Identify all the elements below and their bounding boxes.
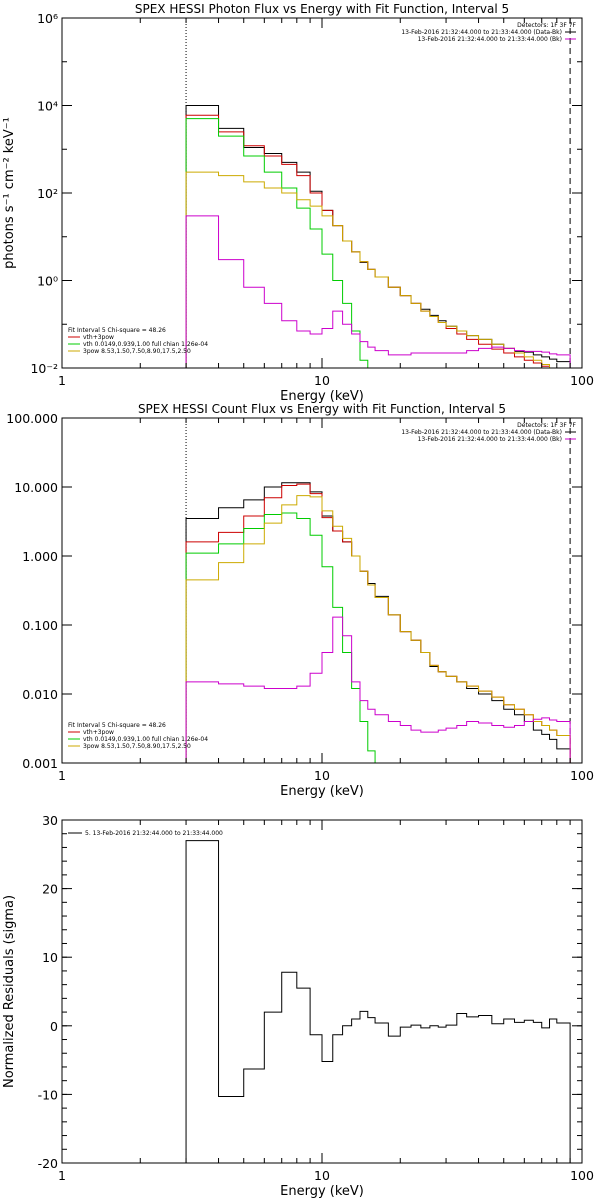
x-tick-label: 10 [314, 768, 330, 783]
series-3pow [185, 495, 571, 763]
legend-fit-entry: vth+3pow [83, 729, 114, 736]
legend-fit-header: Fit Interval 5 Chi-square = 48.26 [68, 327, 166, 334]
y-tick-label: -10 [38, 1087, 58, 1102]
chart-panel-3: 1 10 100 Energy (keV) -20 -10 0 10 20 30 Normalize… [2, 813, 594, 1199]
x-tick-label: 100 [570, 1168, 594, 1183]
y-tick-label: 30 [42, 813, 58, 828]
y-tick-label: 0.010 [22, 687, 58, 702]
y-tick-label: 0.100 [22, 618, 58, 633]
y-tick-label: -20 [38, 1156, 58, 1171]
legend-top-entry: 13-Feb-2016 21:32:44.000 to 21:33:44.000… [418, 36, 562, 43]
legend-top-entry: 13-Feb-2016 21:32:44.000 to 21:33:44.000… [401, 29, 562, 36]
axes-frame [61, 417, 583, 764]
legend-detectors: Detectors: 1F 3F 7F [517, 22, 576, 29]
legend-fit-entry: 3pow 8.53,1.50,7.50,8.90,17.5,2.50 [83, 348, 191, 355]
series-residuals [185, 840, 571, 1163]
x-tick-label: 10 [314, 373, 330, 388]
x-tick-label: 10 [314, 1168, 330, 1183]
y-tick-label: 10.000 [14, 480, 58, 495]
y-tick-label: 10⁴ [37, 99, 58, 114]
series-3pow [185, 171, 558, 368]
legend-top-entry: 13-Feb-2016 21:32:44.000 to 21:33:44.000… [401, 429, 562, 436]
chart-panel-1: SPEX HESSI Photon Flux vs Energy with Fi… [2, 2, 594, 404]
legend-fit-entry: vth+3pow [83, 334, 114, 341]
series-group [185, 840, 571, 1163]
legend-fit-header: Fit Interval 5 Chi-square = 48.26 [68, 722, 166, 729]
x-axis-label: Energy (keV) [280, 784, 364, 799]
series-vth [185, 512, 376, 763]
y-tick-label: 10² [37, 186, 58, 201]
y-tick-label: 10⁻² [30, 361, 58, 376]
series-group [185, 482, 571, 763]
chart-title: SPEX HESSI Photon Flux vs Energy with Fi… [135, 2, 509, 16]
chart-panel-2: SPEX HESSI Count Flux vs Energy with Fit… [6, 402, 594, 799]
y-axis-label: photons s⁻¹ cm⁻² keV⁻¹ [2, 117, 17, 269]
x-tick-label: 100 [570, 768, 594, 783]
legend-detectors: Detectors: 1F 3F 7F [517, 422, 576, 429]
y-tick-label: 1.000 [22, 549, 58, 564]
chart-title: SPEX HESSI Count Flux vs Energy with Fit… [138, 402, 506, 416]
y-tick-label: 10 [42, 950, 58, 965]
x-tick-label: 1 [58, 373, 66, 388]
legend-fit-entry: 3pow 8.53,1.50,7.50,8.90,17.5,2.50 [83, 743, 191, 750]
y-tick-label: 0 [50, 1019, 58, 1034]
y-tick-label: 0.001 [22, 756, 58, 771]
x-tick-label: 100 [570, 373, 594, 388]
x-tick-label: 1 [58, 1168, 66, 1183]
legend-top-entry: 5. 13-Feb-2016 21:32:44.000 to 21:33:44.… [85, 830, 223, 837]
x-axis-label: Energy (keV) [280, 1184, 364, 1199]
legend-top-entry: 13-Feb-2016 21:32:44.000 to 21:33:44.000… [418, 436, 562, 443]
y-tick-label: 20 [42, 882, 58, 897]
y-axis-label: Normalized Residuals (sigma) [2, 895, 17, 1088]
legend-fit-entry: vth 0.0149,0.939,1.00 full chian 1.26e-0… [83, 736, 208, 743]
x-axis-label: Energy (keV) [280, 389, 364, 404]
y-tick-label: 10⁰ [37, 274, 58, 289]
y-tick-label: 10⁶ [37, 11, 58, 26]
series-bk [185, 215, 571, 368]
series-bk [185, 616, 571, 763]
x-tick-label: 1 [58, 768, 66, 783]
axes-frame [61, 819, 583, 1164]
legend-fit-entry: vth 0.0149,0.939,1.00 full chian 1.26e-0… [83, 341, 208, 348]
y-tick-label: 100.000 [6, 411, 58, 426]
series-group [185, 105, 571, 368]
